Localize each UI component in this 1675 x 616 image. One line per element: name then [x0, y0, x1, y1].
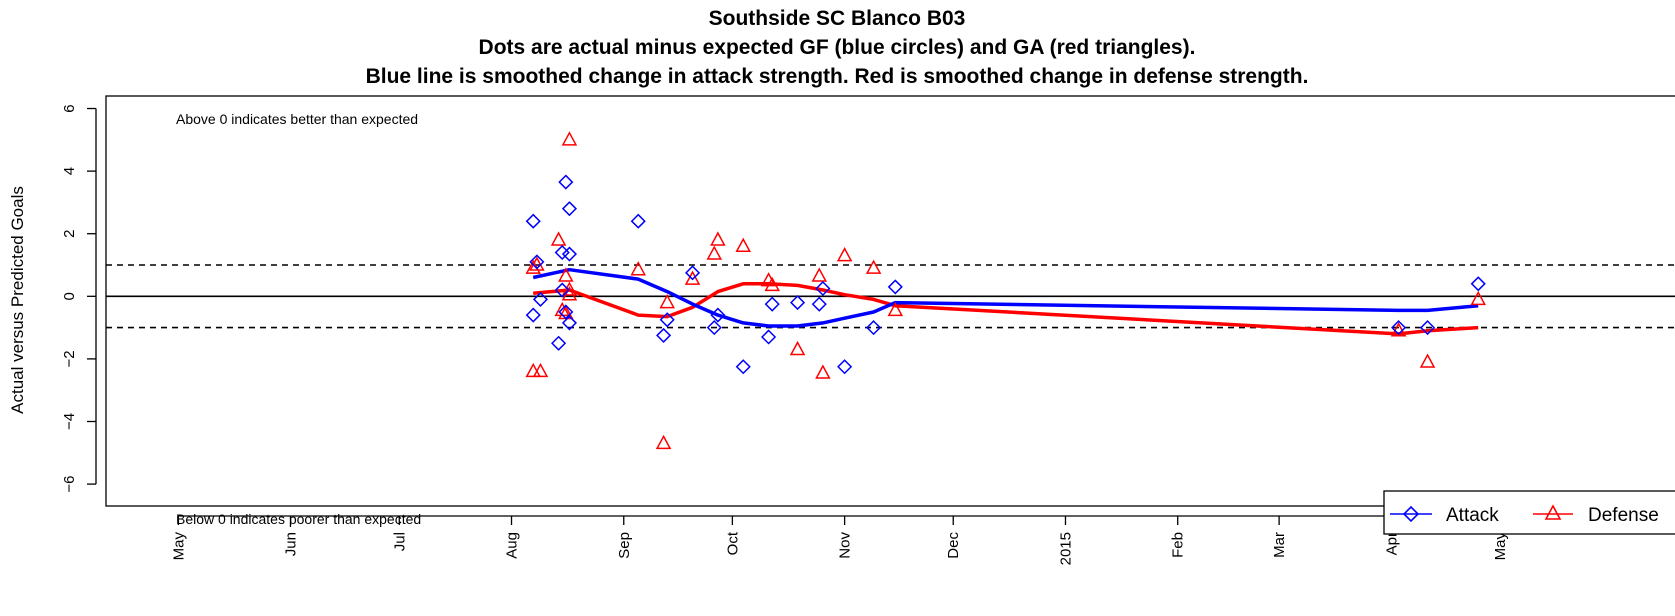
chart-title-line-2: Dots are actual minus expected GF (blue … [479, 36, 1196, 59]
defense-point [659, 293, 675, 309]
attack-point [525, 213, 541, 229]
attack-point [789, 295, 806, 311]
attack-point [558, 174, 574, 190]
defense-point [815, 364, 831, 379]
defense-point [811, 267, 828, 282]
defense-point [529, 256, 545, 271]
defense-point [887, 301, 904, 317]
x-tick-label: Sep [616, 532, 633, 559]
attack-point [551, 335, 567, 351]
plot-area-frame [105, 95, 1675, 507]
attack-smoothed-line [532, 267, 1479, 328]
attack-point [866, 320, 882, 336]
data-points [525, 131, 1486, 450]
x-tick-label: May [170, 532, 187, 561]
attack-point [561, 201, 578, 217]
defense-point [561, 281, 578, 296]
defense-point [630, 261, 647, 276]
x-tick-label: May [1492, 532, 1509, 561]
attack-point [761, 329, 777, 345]
y-tick-label: 2 [61, 230, 78, 238]
defense-point [735, 237, 752, 252]
defense-smoothed-line [533, 282, 1479, 336]
legend-attack-label: Attack [1446, 505, 1499, 526]
defense-point [706, 245, 723, 260]
attack-point [561, 315, 578, 331]
defense-point [561, 131, 578, 146]
reference-lines [106, 264, 1675, 329]
attack-point [684, 265, 701, 281]
x-tick-label: 2015 [1057, 532, 1074, 565]
axes: −6 −4 −2 0 2 4 6 May Jun Jul Aug Sep Oct Nov Dec 2015 Fe… [61, 104, 1509, 565]
defense-point [865, 259, 882, 274]
defense-point [1419, 353, 1436, 368]
y-tick-label: 4 [61, 167, 78, 175]
smoothed-lines [532, 267, 1479, 336]
x-tick-label: Feb [1170, 532, 1187, 558]
x-tick-label: Apr [1383, 532, 1400, 555]
y-tick-label: −2 [61, 350, 78, 367]
annotation-above-zero: Above 0 indicates better than expected [176, 111, 418, 127]
defense-point [764, 276, 780, 292]
y-tick-label: −4 [61, 413, 78, 430]
attack-point [764, 296, 780, 312]
chart-title-line-3: Blue line is smoothed change in attack s… [366, 65, 1309, 88]
x-tick-label: Jul [391, 532, 408, 551]
defense-point [789, 340, 806, 356]
defense-point [550, 231, 567, 246]
y-axis-label: Actual versus Predicted Goals [8, 186, 27, 414]
legend-defense-label: Defense [1588, 505, 1659, 526]
x-tick-label: Oct [724, 531, 741, 555]
attack-point [815, 280, 831, 297]
legend-box [1383, 490, 1675, 535]
attack-point [1391, 320, 1407, 336]
attack-point [887, 279, 903, 295]
attack-point [1470, 276, 1486, 292]
attack-point [1419, 320, 1436, 336]
defense-point [655, 434, 672, 450]
attack-point [525, 307, 541, 323]
defense-point [561, 286, 578, 301]
attack-point [561, 246, 578, 262]
attack-point [656, 327, 672, 343]
legend: Attack Defense [1383, 490, 1675, 535]
x-tick-label: Dec [945, 532, 962, 559]
y-tick-label: 6 [61, 104, 78, 112]
attack-point [710, 307, 726, 323]
x-tick-label: Mar [1271, 532, 1288, 558]
attack-point [811, 296, 827, 312]
attack-point [837, 359, 853, 375]
defense-point [836, 247, 853, 262]
attack-point [630, 213, 646, 229]
legend-defense-marker [1544, 504, 1562, 520]
y-tick-label: 0 [61, 292, 78, 300]
defense-point [558, 267, 574, 282]
attack-point [706, 320, 722, 336]
attack-point [659, 312, 675, 328]
defense-point [1390, 322, 1407, 337]
attack-point [735, 359, 751, 375]
attack-point [532, 291, 549, 307]
x-tick-label: Jun [283, 532, 300, 556]
attack-point [558, 304, 574, 320]
x-tick-label: Nov [837, 532, 854, 559]
attack-point [554, 282, 570, 298]
attack-point [529, 254, 545, 270]
defense-point [532, 362, 549, 378]
annotation-below-zero: Below 0 indicates poorer than expected [176, 511, 421, 527]
chart-title-line-1: Southside SC Blanco B03 [709, 7, 966, 30]
legend-attack-marker [1402, 505, 1420, 523]
y-tick-label: −6 [61, 476, 78, 493]
defense-point [1470, 290, 1486, 306]
x-tick-label: Aug [504, 532, 521, 559]
defense-point [684, 270, 701, 285]
defense-point [710, 231, 726, 246]
